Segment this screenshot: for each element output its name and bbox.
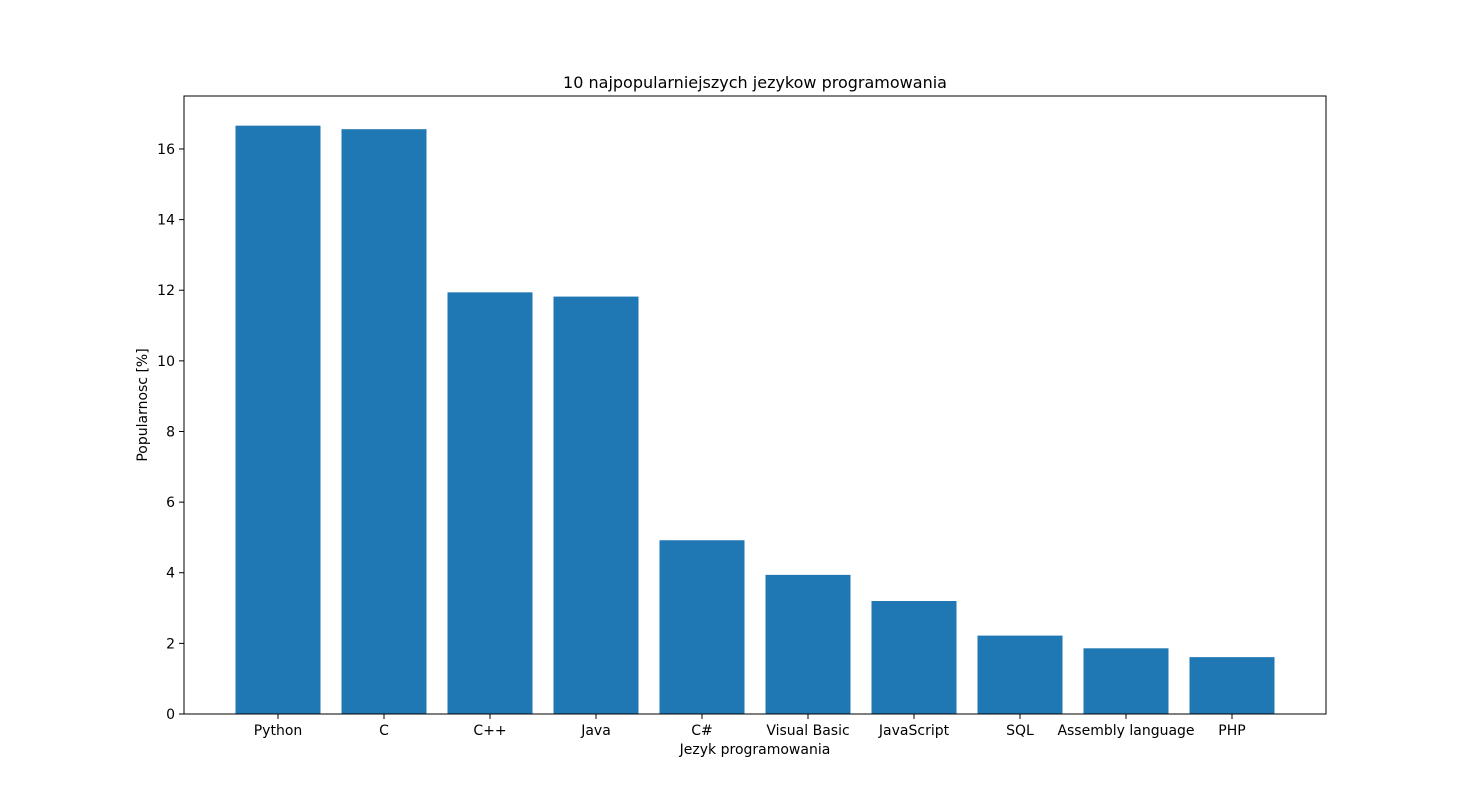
bar-sql: [977, 635, 1063, 714]
x-tick-label: PHP: [1218, 723, 1245, 739]
x-tick-label: SQL: [1006, 723, 1034, 739]
x-axis: Python C C++ Java C# Visual Basic JavaScript SQ…: [254, 714, 1246, 739]
bars-group: [235, 125, 1275, 714]
bar-c: [341, 129, 427, 714]
bar-visual-basic: [765, 574, 851, 714]
y-tick-label: 16: [157, 142, 175, 158]
bar-c-: [447, 292, 533, 714]
y-axis: 0 2 4 6 8 10 12 14 16: [157, 142, 184, 723]
y-axis-label: Popularnosc [%]: [135, 348, 151, 461]
y-tick-label: 0: [166, 707, 175, 723]
y-tick-label: 6: [166, 495, 175, 511]
chart-title: 10 najpopularniejszych jezykow programow…: [563, 73, 947, 92]
y-tick-label: 2: [166, 636, 175, 652]
x-tick-label: JavaScript: [878, 723, 950, 739]
bar-java: [553, 296, 639, 714]
y-tick-label: 10: [157, 354, 175, 370]
y-tick-label: 14: [157, 213, 175, 229]
x-tick-label: C++: [473, 723, 506, 739]
bar-c-: [659, 540, 745, 714]
bar-assembly-language: [1083, 648, 1169, 714]
y-tick-label: 12: [157, 283, 175, 299]
plot-frame: [183, 95, 1327, 715]
y-tick-label: 8: [166, 424, 175, 440]
bar-php: [1189, 657, 1275, 714]
x-tick-label: Visual Basic: [766, 723, 849, 739]
x-tick-label: Assembly language: [1057, 723, 1194, 739]
y-tick-label: 4: [166, 566, 175, 582]
x-tick-label: Python: [254, 723, 303, 739]
bar-javascript: [871, 600, 957, 714]
x-axis-label: Jezyk programowania: [679, 742, 831, 758]
x-tick-label: C: [379, 723, 389, 739]
x-tick-label: Java: [580, 723, 611, 739]
bar-python: [235, 125, 321, 714]
x-tick-label: C#: [691, 723, 713, 739]
